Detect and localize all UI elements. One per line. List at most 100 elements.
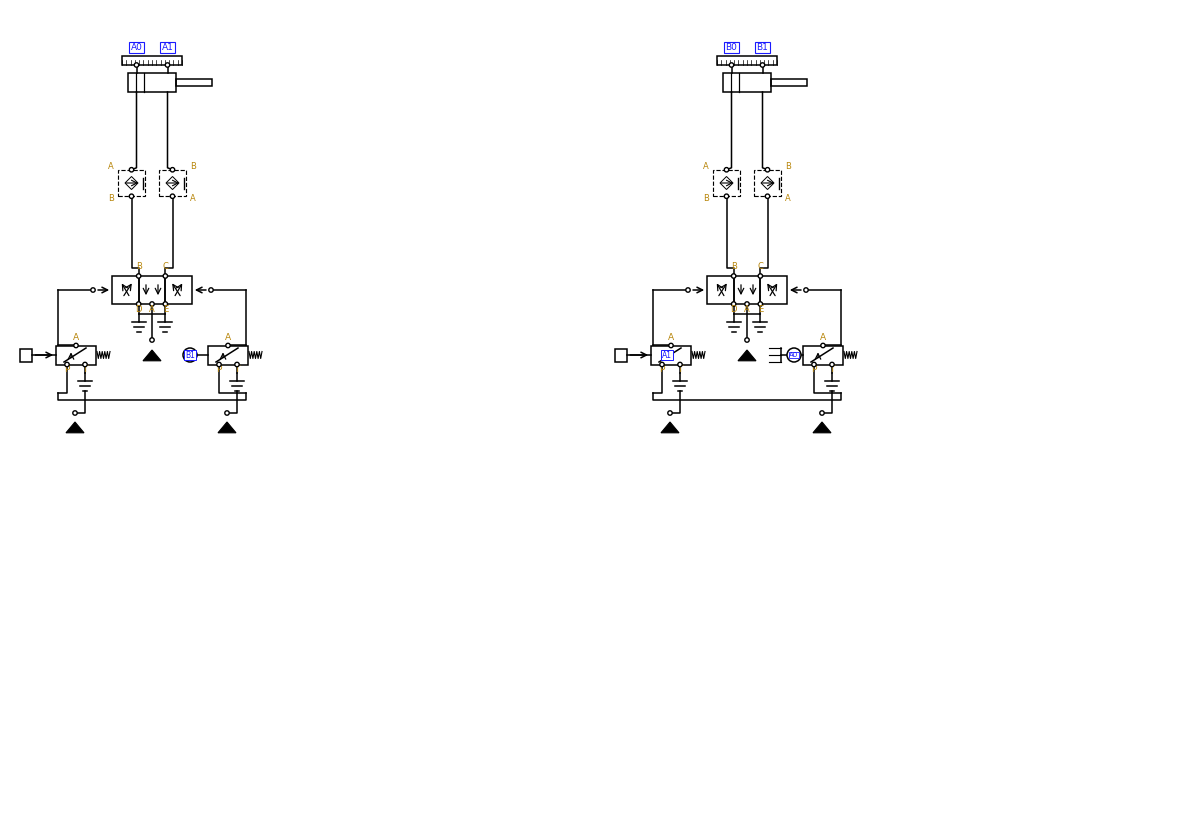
Polygon shape [143, 350, 161, 361]
Circle shape [745, 302, 749, 306]
Circle shape [660, 363, 665, 367]
Circle shape [163, 302, 168, 306]
Bar [707, 276, 733, 304]
Text: A0: A0 [131, 43, 143, 52]
Text: T: T [829, 364, 835, 373]
Circle shape [766, 194, 769, 198]
Text: A1: A1 [662, 350, 672, 359]
Circle shape [821, 343, 826, 348]
Text: B: B [731, 262, 737, 271]
Circle shape [766, 168, 769, 172]
Bar [158, 170, 186, 196]
Polygon shape [661, 422, 679, 433]
Circle shape [170, 168, 175, 172]
Text: A: A [703, 161, 709, 171]
Bar [754, 170, 781, 196]
Text: A1: A1 [162, 43, 174, 52]
Bar [176, 79, 212, 86]
Polygon shape [66, 422, 84, 433]
Circle shape [811, 363, 816, 367]
Text: A: A [668, 333, 674, 341]
Bar [166, 276, 192, 304]
Polygon shape [125, 177, 138, 190]
Circle shape [667, 411, 672, 415]
Text: D: D [136, 305, 142, 314]
Bar [112, 276, 139, 304]
Circle shape [91, 288, 95, 293]
Circle shape [725, 194, 728, 198]
Circle shape [725, 168, 728, 172]
Text: B: B [191, 161, 196, 171]
Circle shape [235, 363, 239, 367]
Bar [56, 346, 96, 364]
Circle shape [130, 168, 133, 172]
Circle shape [730, 63, 733, 67]
Text: C: C [162, 262, 168, 271]
Circle shape [209, 288, 214, 293]
Circle shape [182, 348, 197, 362]
Circle shape [758, 274, 762, 278]
Text: A: A [149, 305, 155, 314]
Circle shape [74, 343, 78, 348]
Bar [20, 349, 32, 362]
Text: E: E [757, 305, 763, 314]
Circle shape [732, 302, 736, 306]
Circle shape [787, 348, 802, 362]
Text: A: A [224, 333, 232, 341]
Text: A: A [191, 194, 196, 203]
Circle shape [758, 302, 762, 306]
Bar [139, 276, 166, 304]
Bar [122, 56, 182, 65]
Bar [718, 56, 778, 65]
Circle shape [137, 274, 140, 278]
Circle shape [226, 343, 230, 348]
Bar [208, 346, 248, 364]
Circle shape [217, 363, 221, 367]
Circle shape [65, 363, 70, 367]
Bar [772, 79, 808, 86]
Text: B0: B0 [726, 43, 738, 52]
Text: B: B [108, 194, 114, 203]
Bar [713, 170, 740, 196]
Circle shape [830, 363, 834, 367]
Circle shape [83, 363, 88, 367]
Circle shape [163, 274, 168, 278]
Circle shape [761, 63, 764, 67]
Bar [761, 276, 787, 304]
Text: A: A [820, 333, 826, 341]
Circle shape [166, 63, 169, 67]
Text: P: P [65, 364, 70, 373]
Text: P: P [659, 364, 665, 373]
Text: C: C [757, 262, 763, 271]
Text: B1: B1 [756, 43, 768, 52]
Circle shape [150, 337, 154, 342]
Text: A0: A0 [790, 352, 799, 358]
Bar [128, 73, 176, 92]
Circle shape [804, 288, 809, 293]
Circle shape [745, 337, 749, 342]
Circle shape [668, 343, 673, 348]
Text: T: T [83, 364, 88, 373]
Text: B: B [785, 161, 791, 171]
Text: T: T [234, 364, 240, 373]
Text: T: T [677, 364, 683, 373]
Circle shape [685, 288, 690, 293]
Text: B1: B1 [185, 350, 194, 359]
Bar [650, 346, 691, 364]
Bar [803, 346, 844, 364]
Bar [616, 349, 628, 362]
Text: A: A [73, 333, 79, 341]
Text: D: D [731, 305, 737, 314]
Polygon shape [720, 177, 733, 190]
Bar [722, 73, 772, 92]
Text: A: A [785, 194, 791, 203]
Text: A: A [108, 161, 114, 171]
Circle shape [224, 411, 229, 415]
Circle shape [130, 194, 133, 198]
Text: A: A [744, 305, 750, 314]
Text: P: P [811, 364, 817, 373]
Polygon shape [218, 422, 236, 433]
Circle shape [732, 274, 736, 278]
Circle shape [73, 411, 77, 415]
Circle shape [137, 302, 140, 306]
